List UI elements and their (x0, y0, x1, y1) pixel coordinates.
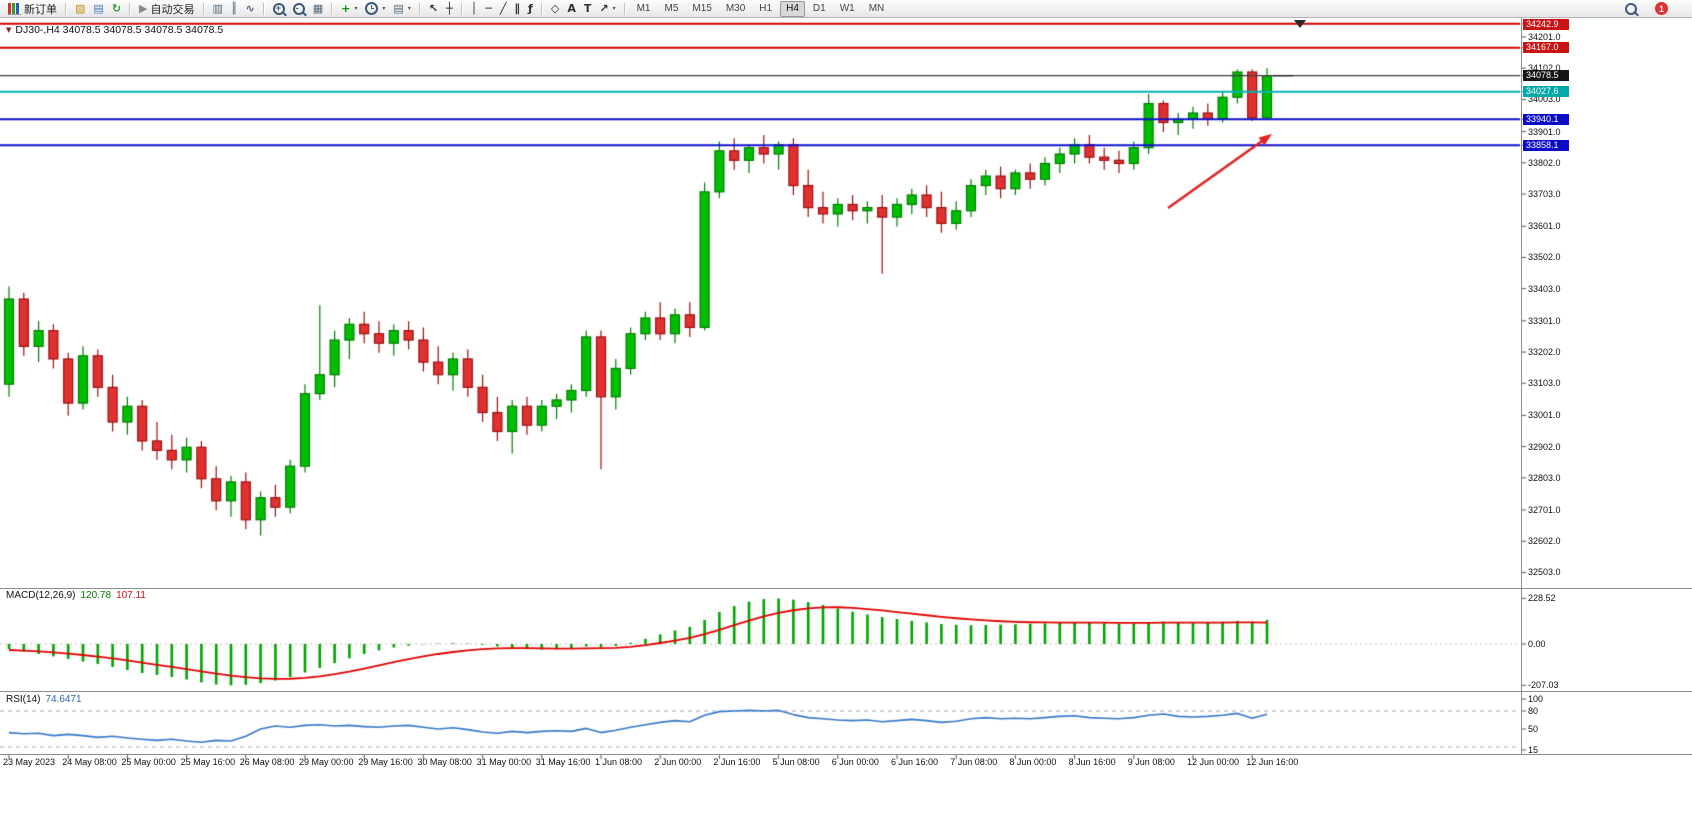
arrows-icon: ↗ (599, 2, 609, 15)
text-button[interactable]: A (563, 0, 580, 17)
right-group: 1 (1621, 0, 1672, 17)
autotrading-icon: ▶ (139, 2, 148, 15)
tf-m15-button[interactable]: M15 (692, 2, 712, 14)
bar-chart-button[interactable]: ▥ (209, 0, 227, 17)
autotrading-button[interactable]: ▶ 自动交易 (135, 0, 198, 17)
line-chart-button[interactable]: ∿ (242, 0, 259, 17)
search-button[interactable] (1621, 0, 1641, 17)
new-order-icon (8, 2, 21, 15)
candlestick-chart-button[interactable]: ║ (227, 0, 242, 17)
line-chart-icon: ∿ (245, 2, 255, 15)
chart-type-group: ▥ ║ ∿ (209, 0, 259, 17)
templates-button[interactable]: ▤ ▾ (389, 0, 414, 17)
text-icon: A (567, 2, 576, 15)
new-order-button[interactable]: 新订单 (4, 0, 61, 17)
zoom-group: + - ▦ (269, 0, 327, 17)
toolbar-separator (331, 2, 334, 15)
timeframe-group: M1 M5 M15 M30 H1 H4 D1 W1 MN (630, 0, 892, 17)
tf-h4-button[interactable]: H4 (780, 0, 805, 17)
new-order-label: 新订单 (24, 3, 57, 16)
cursor-button[interactable]: ↖ (425, 0, 442, 17)
fibonacci-button[interactable]: ƒ (524, 0, 537, 17)
trendline-icon: ╱ (499, 2, 507, 15)
cursor-icon: ↖ (428, 2, 439, 15)
text-label-icon: T (583, 2, 592, 15)
indicators-icon: + (341, 2, 351, 15)
order-group: 新订单 (4, 0, 61, 17)
zoom-in-icon: + (272, 2, 285, 15)
toolbar-separator (262, 2, 265, 15)
trendline-button[interactable]: ╱ (496, 0, 511, 17)
dropdown-arrow-icon: ▾ (612, 5, 616, 12)
crosshair-icon: ┼ (446, 2, 453, 15)
toolbar: 新订单 ▨ ▤ ↻ ▶ 自动交易 ▥ ║ ∿ + - ▦ + ▾ ▾ ▤ ▾ ↖ ┼ │ ─ ╱ ∥ ƒ ◇ A T ↗ ▾ M1 M5 M1… (0, 0, 1692, 18)
zoom-out-icon: - (292, 2, 305, 15)
toolbar-separator (129, 2, 132, 15)
vertical-line-icon: │ (470, 2, 478, 15)
vertical-line-button[interactable]: │ (467, 0, 482, 17)
objects-group: ◇ A T ↗ ▾ (547, 0, 620, 17)
channel-icon: ∥ (514, 2, 521, 15)
windows-group: ▨ ▤ ↻ (71, 0, 125, 17)
text-label-button[interactable]: T (580, 0, 596, 17)
refresh-button[interactable]: ↻ (108, 0, 125, 17)
magnifier-sign: + (275, 2, 282, 13)
new-chart-icon: ▨ (75, 2, 86, 15)
notification-count-badge: 1 (1655, 2, 1668, 15)
notifications-button[interactable]: 1 (1651, 0, 1672, 17)
toolbar-separator (418, 2, 421, 15)
arrows-button[interactable]: ↗ ▾ (595, 0, 619, 17)
toolbar-separator (202, 2, 205, 15)
zoom-out-button[interactable]: - (289, 0, 309, 17)
new-chart-button[interactable]: ▨ (71, 0, 89, 17)
dropdown-arrow-icon: ▾ (354, 5, 358, 12)
toolbar-separator (540, 2, 543, 15)
shapes-icon: ◇ (550, 2, 560, 15)
channel-button[interactable]: ∥ (511, 0, 525, 17)
tf-h1-button[interactable]: H1 (759, 2, 773, 14)
tf-m30-button[interactable]: M30 (725, 2, 746, 14)
toolbar-separator (65, 2, 67, 15)
bar-chart-icon: ▥ (212, 2, 223, 15)
profiles-icon: ▤ (93, 2, 104, 15)
horizontal-line-icon: ─ (485, 2, 492, 15)
horizontal-line-button[interactable]: ─ (481, 0, 496, 17)
templates-icon: ▤ (393, 2, 404, 15)
tf-mn-button[interactable]: MN (868, 2, 885, 14)
profiles-button[interactable]: ▤ (89, 0, 107, 17)
search-icon (1625, 2, 1637, 15)
clock-icon (365, 2, 379, 15)
refresh-icon: ↻ (111, 2, 122, 15)
tf-d1-button[interactable]: D1 (812, 2, 826, 14)
crosshair-button[interactable]: ┼ (442, 0, 457, 17)
autotrading-group: ▶ 自动交易 (135, 0, 198, 17)
tile-windows-icon: ▦ (312, 2, 324, 15)
toolbar-separator (623, 2, 626, 15)
tf-w1-button[interactable]: W1 (839, 2, 855, 14)
shapes-button[interactable]: ◇ (547, 0, 563, 17)
dropdown-arrow-icon: ▾ (407, 5, 411, 12)
fibonacci-icon: ƒ (528, 2, 533, 15)
zoom-in-button[interactable]: + (269, 0, 289, 17)
toolbar-separator (460, 2, 463, 15)
lines-group: │ ─ ╱ ∥ ƒ (467, 0, 537, 17)
autotrading-label: 自动交易 (150, 3, 195, 16)
tf-m5-button[interactable]: M5 (664, 2, 679, 14)
candlestick-chart-icon: ║ (230, 2, 238, 15)
insert-group: + ▾ ▾ ▤ ▾ (337, 0, 415, 17)
indicators-button[interactable]: + ▾ (337, 0, 361, 17)
tile-windows-button[interactable]: ▦ (309, 0, 327, 17)
magnifier-sign: - (295, 2, 299, 13)
pointer-group: ↖ ┼ (425, 0, 457, 17)
tf-m1-button[interactable]: M1 (636, 2, 651, 14)
dropdown-arrow-icon: ▾ (382, 5, 386, 12)
periods-button[interactable]: ▾ (361, 0, 389, 17)
